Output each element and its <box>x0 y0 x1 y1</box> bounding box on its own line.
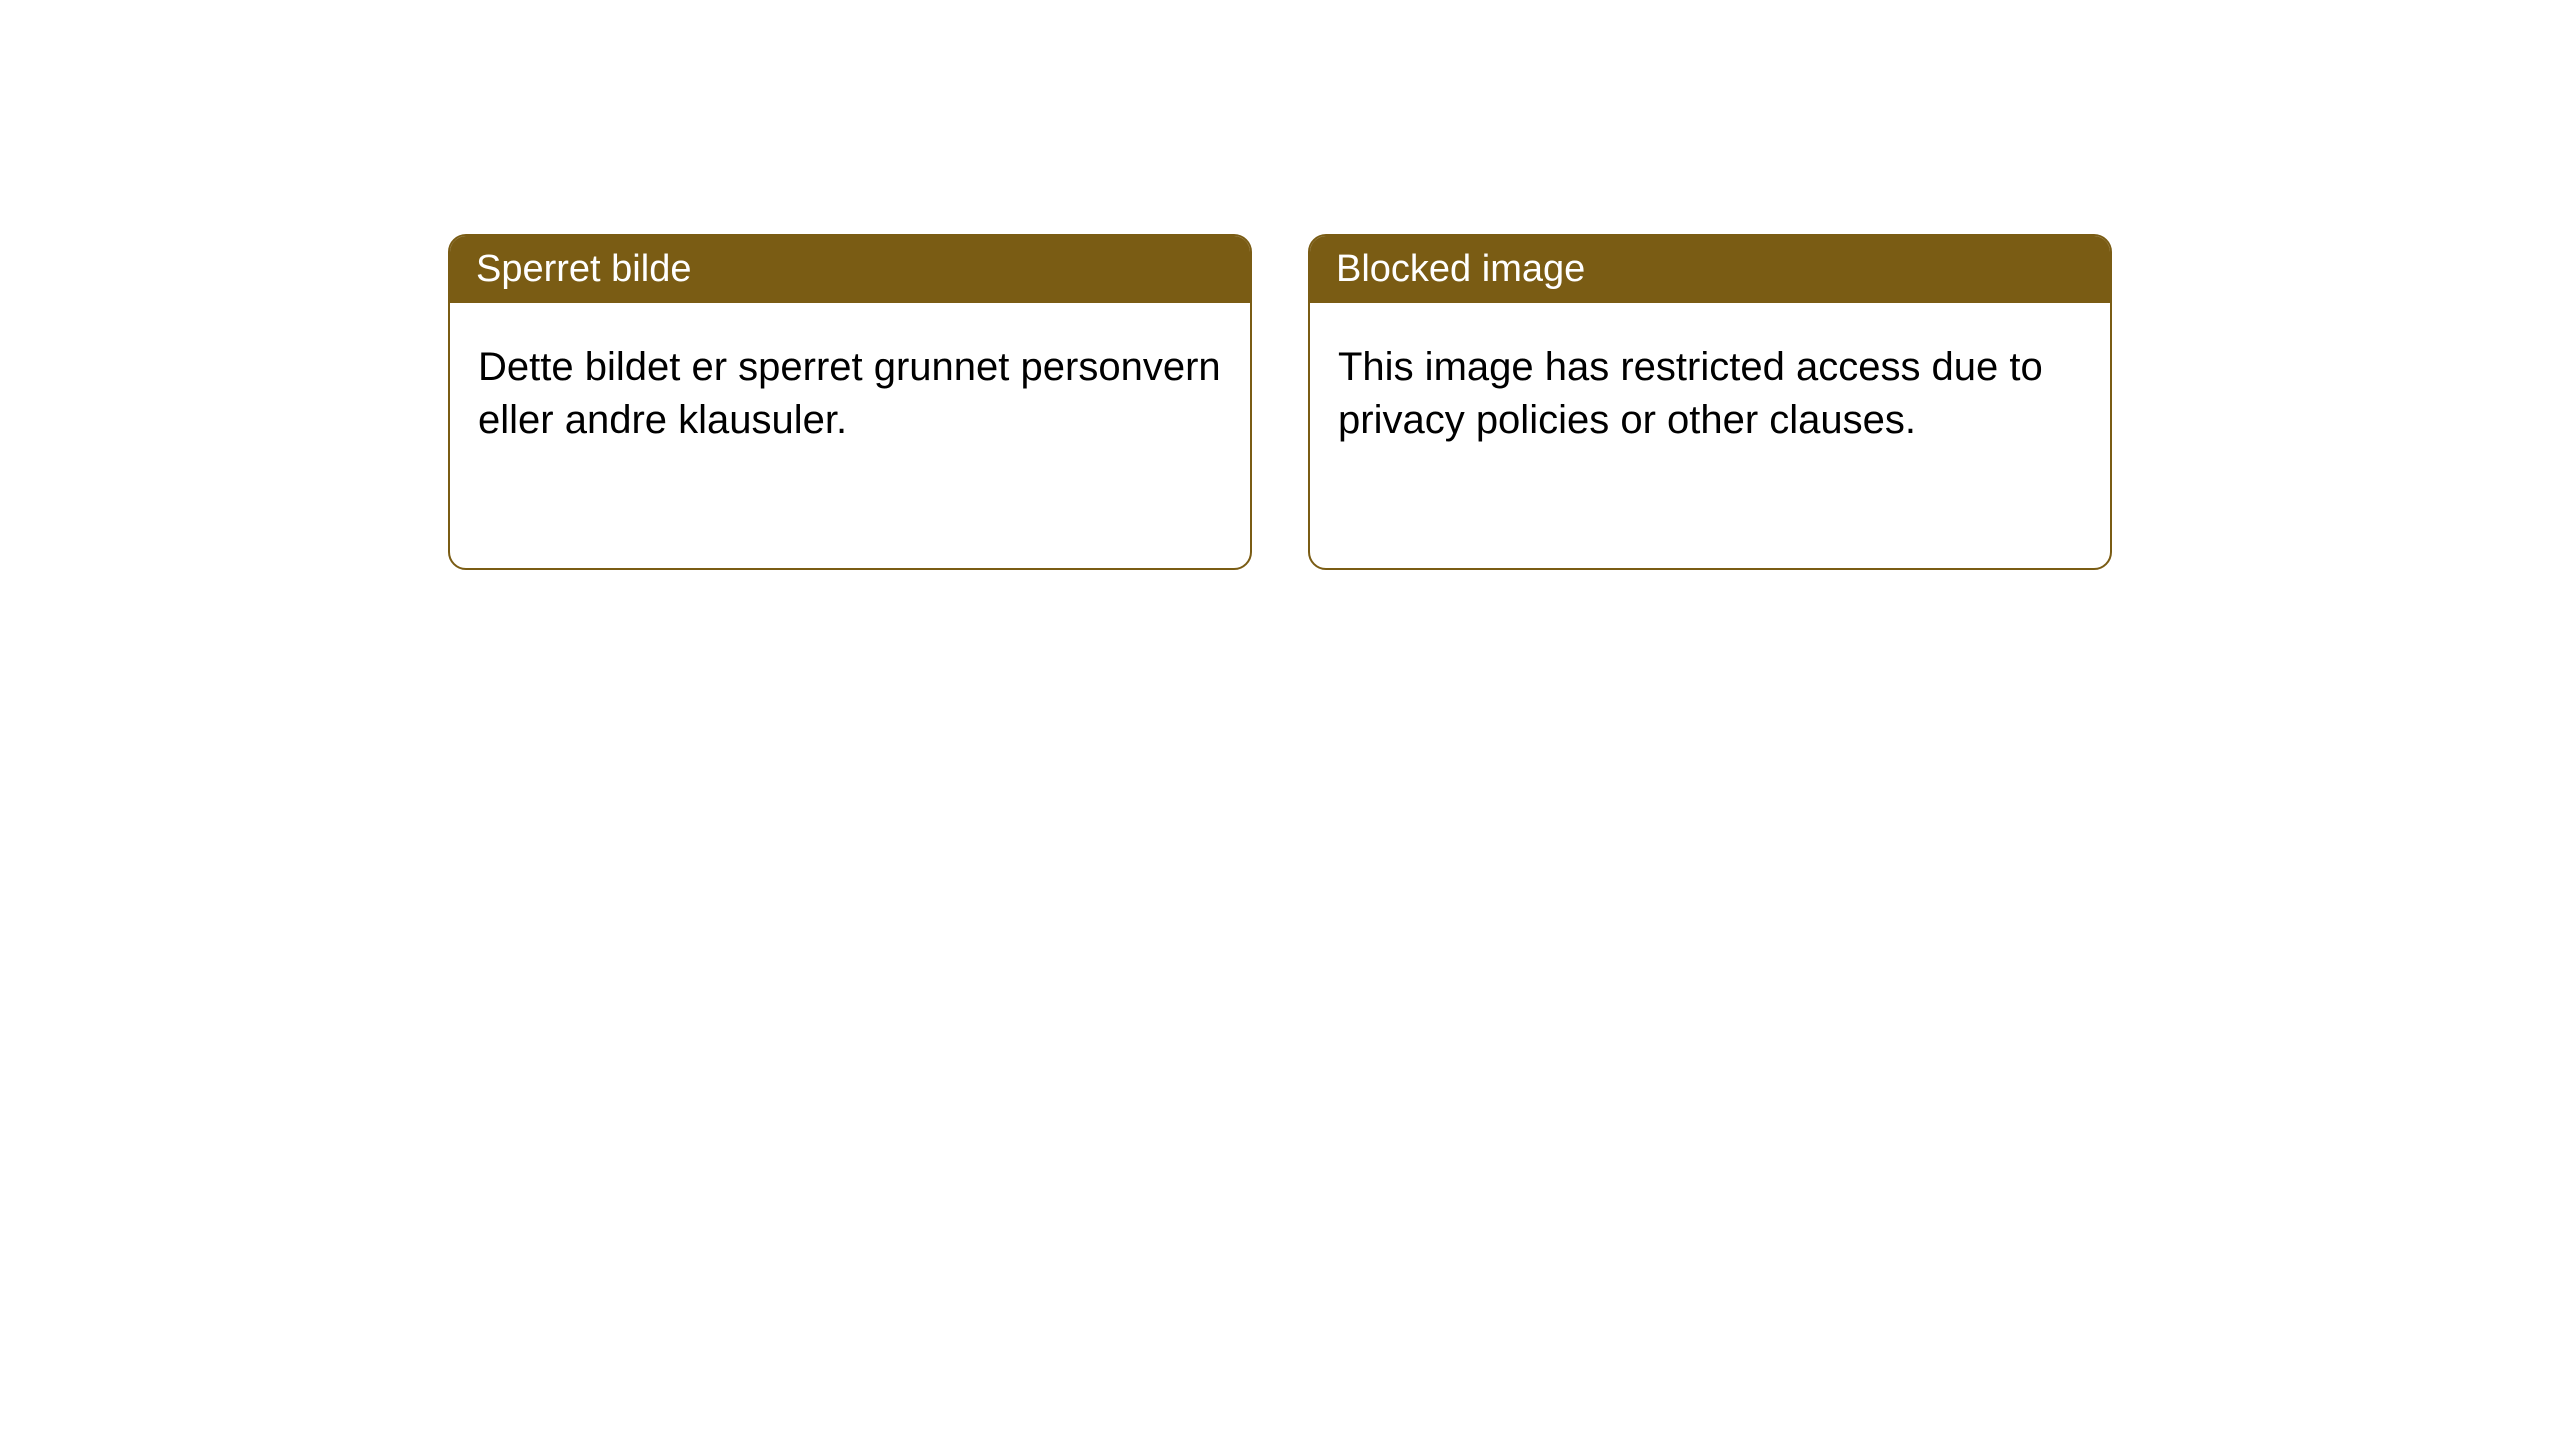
card-title: Blocked image <box>1336 248 1585 290</box>
card-body: Dette bildet er sperret grunnet personve… <box>450 303 1250 485</box>
card-header: Sperret bilde <box>450 236 1250 303</box>
card-title: Sperret bilde <box>476 248 691 290</box>
blocked-image-card-english: Blocked image This image has restricted … <box>1308 234 2112 570</box>
blocked-image-card-norwegian: Sperret bilde Dette bildet er sperret gr… <box>448 234 1252 570</box>
card-body: This image has restricted access due to … <box>1310 303 2110 485</box>
card-body-text: This image has restricted access due to … <box>1338 345 2043 442</box>
card-header: Blocked image <box>1310 236 2110 303</box>
card-body-text: Dette bildet er sperret grunnet personve… <box>478 345 1221 442</box>
blocked-image-cards-container: Sperret bilde Dette bildet er sperret gr… <box>448 234 2112 570</box>
